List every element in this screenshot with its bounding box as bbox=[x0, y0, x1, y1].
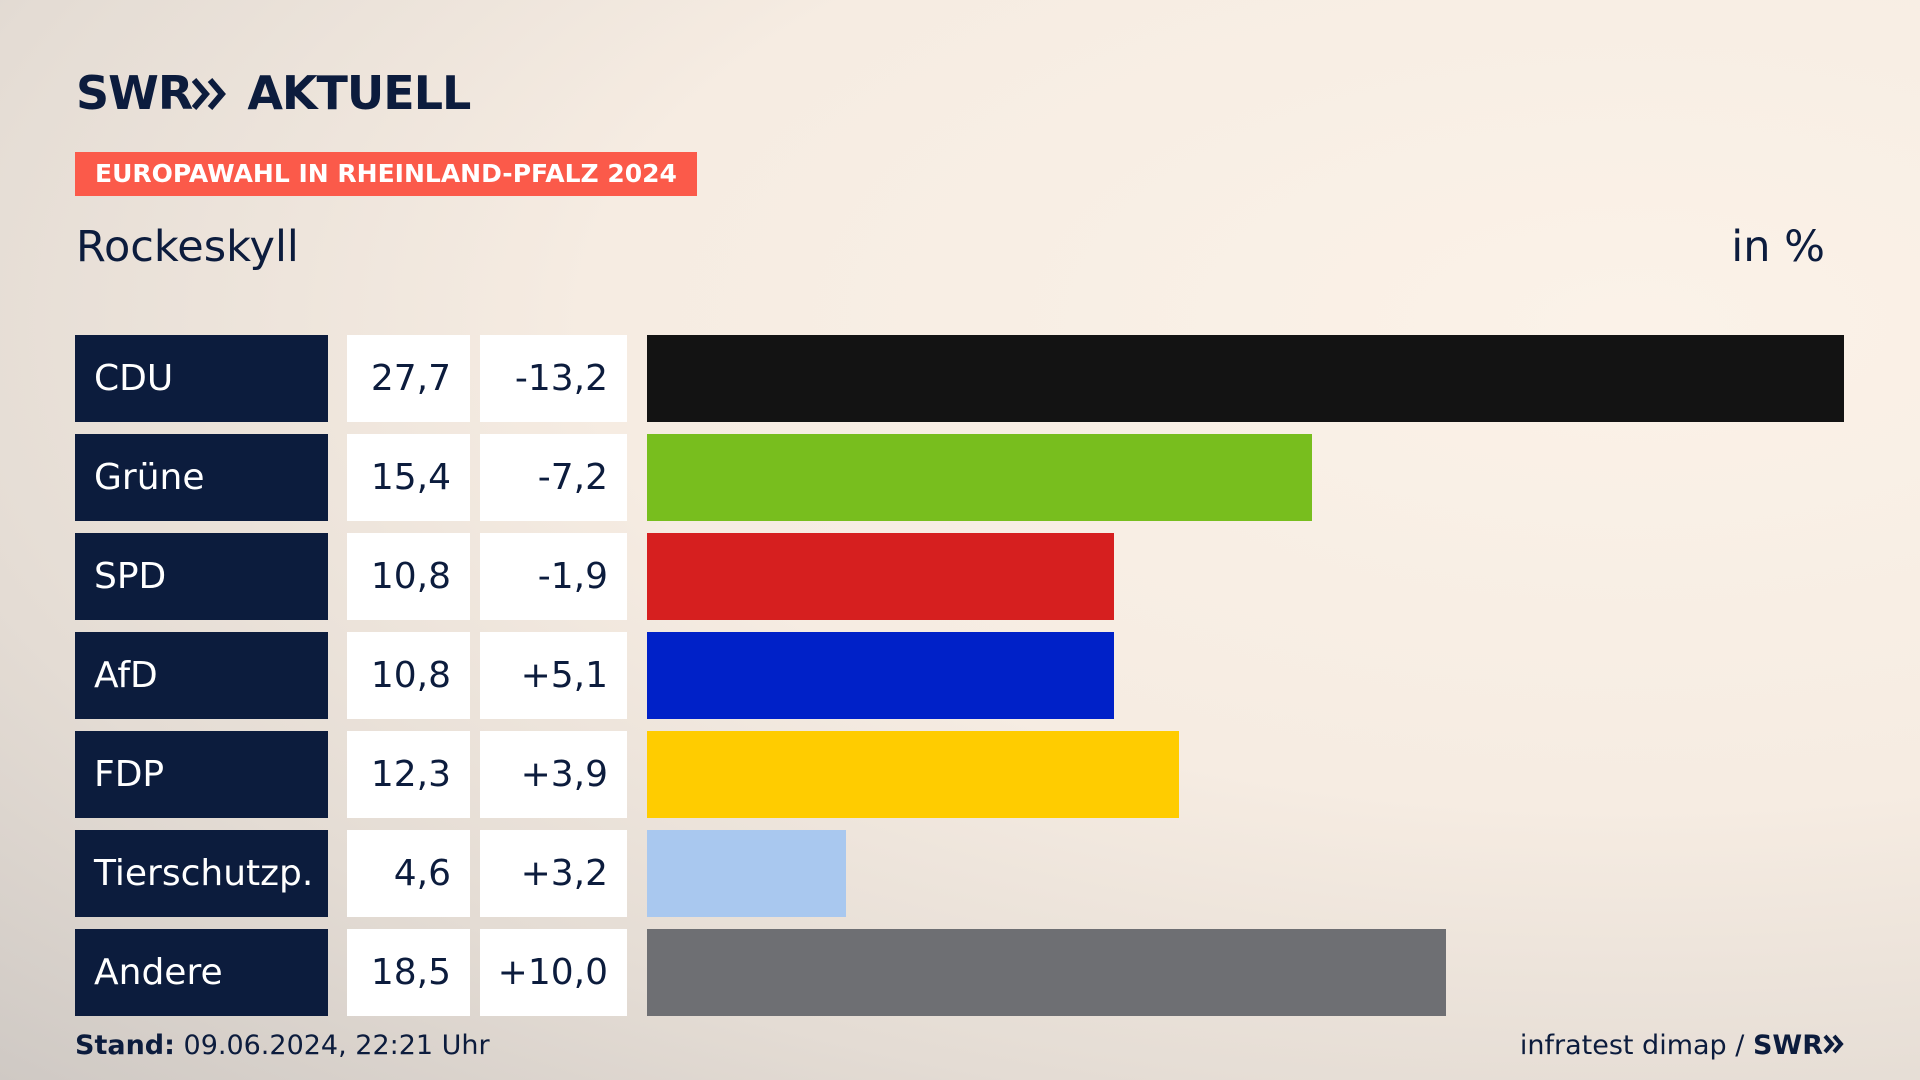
logo-brand: SWR bbox=[76, 66, 193, 120]
logo-chevrons bbox=[192, 78, 227, 110]
party-label: Tierschutzp. bbox=[75, 830, 328, 917]
value-label: 10,8 bbox=[347, 533, 470, 620]
change-label: -13,2 bbox=[480, 335, 627, 422]
bar bbox=[647, 434, 1313, 521]
party-label: CDU bbox=[75, 335, 328, 422]
party-label: FDP bbox=[75, 731, 328, 818]
party-label: Andere bbox=[75, 929, 328, 1016]
party-label: Grüne bbox=[75, 434, 328, 521]
bar bbox=[647, 830, 846, 917]
value-label: 10,8 bbox=[347, 632, 470, 719]
party-label: SPD bbox=[75, 533, 328, 620]
bar bbox=[647, 533, 1114, 620]
badge: EUROPAWAHL IN RHEINLAND-PFALZ 2024 bbox=[75, 152, 697, 196]
source-brand: SWR bbox=[1752, 1030, 1823, 1061]
bar bbox=[647, 335, 1844, 422]
value-label: 4,6 bbox=[347, 830, 470, 917]
change-label: +3,9 bbox=[480, 731, 627, 818]
value-label: 12,3 bbox=[347, 731, 470, 818]
source: infratest dimap / SWR bbox=[1520, 1030, 1845, 1061]
bar bbox=[647, 731, 1179, 818]
logo: SWR AKTUELL bbox=[76, 66, 471, 120]
footer-label: Stand: bbox=[75, 1030, 175, 1061]
bar bbox=[647, 632, 1114, 719]
value-label: 18,5 bbox=[347, 929, 470, 1016]
change-label: +3,2 bbox=[480, 830, 627, 917]
unit: in % bbox=[1731, 222, 1825, 272]
value-label: 27,7 bbox=[347, 335, 470, 422]
logo-name: AKTUELL bbox=[247, 66, 471, 120]
footer: Stand: 09.06.2024, 22:21 Uhr bbox=[75, 1030, 490, 1061]
change-label: -7,2 bbox=[480, 434, 627, 521]
value-label: 15,4 bbox=[347, 434, 470, 521]
footer-date: 09.06.2024, 22:21 Uhr bbox=[183, 1030, 490, 1061]
change-label: -1,9 bbox=[480, 533, 627, 620]
source-chevrons bbox=[1823, 1034, 1844, 1054]
bar bbox=[647, 929, 1447, 1016]
party-label: AfD bbox=[75, 632, 328, 719]
source-text: infratest dimap / bbox=[1519, 1030, 1745, 1061]
change-label: +5,1 bbox=[480, 632, 627, 719]
subtitle: Rockeskyll bbox=[76, 222, 299, 272]
change-label: +10,0 bbox=[480, 929, 627, 1016]
